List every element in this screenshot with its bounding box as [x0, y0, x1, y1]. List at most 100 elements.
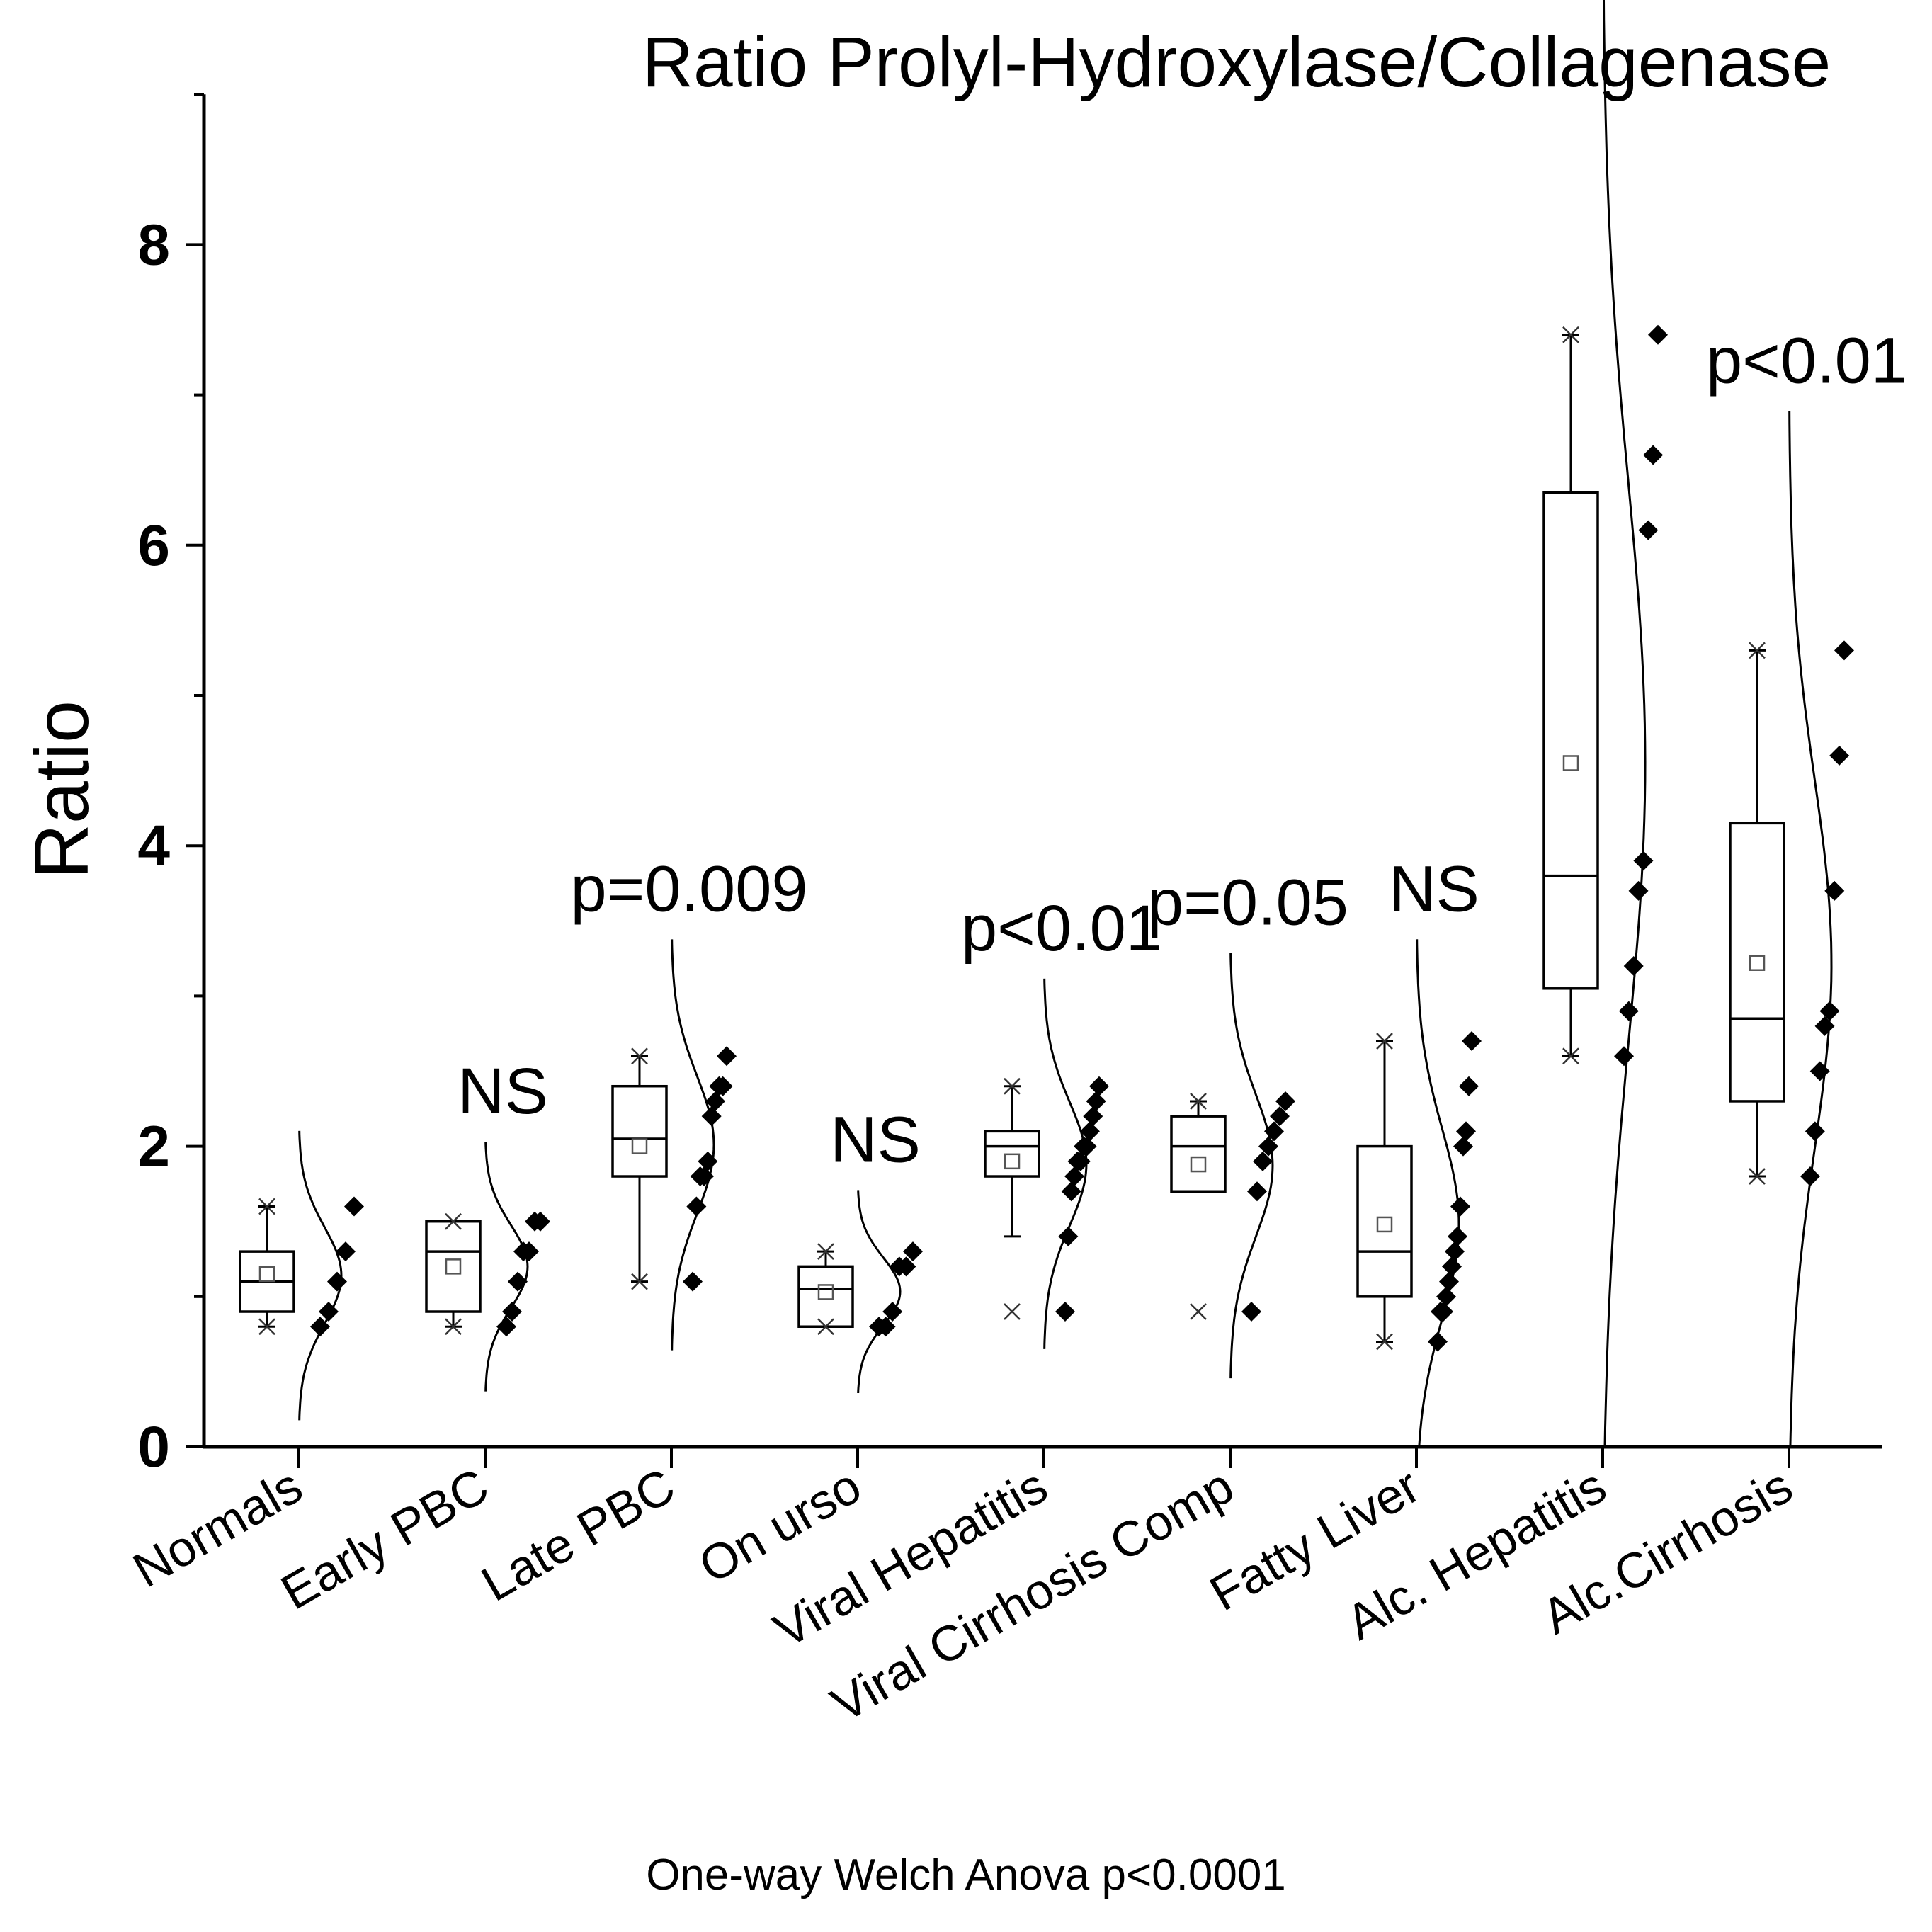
data-point	[1241, 1302, 1261, 1322]
data-point	[1258, 1136, 1278, 1157]
data-point	[1814, 1016, 1835, 1036]
box-mean-marker	[445, 1258, 462, 1275]
box-iqr	[1542, 491, 1599, 990]
max-marker	[1749, 642, 1766, 659]
axes: 0 2 4 6 8	[137, 93, 1882, 1479]
y-tick-label: 6	[137, 513, 170, 578]
data-point	[530, 1211, 550, 1232]
cross-stroke	[258, 1318, 275, 1336]
data-point	[698, 1151, 718, 1171]
distribution-curve	[298, 1130, 343, 1421]
cross-stroke	[1562, 326, 1579, 343]
box-iqr	[1356, 1144, 1413, 1298]
significance-annotation: p=0.009	[570, 853, 807, 925]
data-point	[1436, 1286, 1456, 1307]
significance-annotation: NS	[830, 1103, 921, 1176]
y-axis-label: Ratio	[18, 700, 104, 879]
distribution-curve	[1788, 411, 1833, 1448]
min-marker	[1376, 1333, 1393, 1351]
data-point	[694, 1166, 714, 1187]
max-marker	[1190, 1093, 1207, 1110]
max-marker	[445, 1212, 462, 1230]
box-iqr	[797, 1265, 854, 1328]
group-early-pbc: Early PBC NS	[272, 1055, 550, 1620]
data-point	[1247, 1181, 1267, 1202]
data-point	[1089, 1076, 1109, 1096]
data-point	[1083, 1106, 1103, 1127]
box-mean-marker	[1190, 1156, 1207, 1173]
data-point	[496, 1317, 516, 1337]
data-point	[1061, 1181, 1081, 1202]
data-point	[327, 1271, 347, 1292]
box-mean-marker	[1004, 1153, 1021, 1170]
cross-stroke	[1004, 1303, 1021, 1320]
cross-stroke	[631, 1047, 648, 1065]
data-point	[1450, 1196, 1470, 1217]
data-point	[1064, 1166, 1085, 1187]
cross-stroke	[1190, 1093, 1207, 1110]
x-tick-label: Early PBC	[272, 1457, 498, 1620]
data-point	[1459, 1076, 1479, 1096]
data-point	[1058, 1226, 1079, 1246]
max-marker	[1004, 1077, 1021, 1095]
data-point	[1456, 1121, 1476, 1142]
cross-stroke	[445, 1318, 462, 1336]
max-marker	[631, 1047, 648, 1065]
min-marker	[258, 1318, 275, 1336]
max-marker	[258, 1198, 275, 1215]
data-point	[1264, 1121, 1284, 1142]
y-tick-label: 0	[137, 1415, 170, 1479]
data-point	[1079, 1121, 1100, 1142]
data-point	[1824, 880, 1845, 901]
footnote: One-way Welch Anova p<0.0001	[646, 1851, 1286, 1899]
y-tick-label: 8	[137, 212, 170, 277]
data-point	[1086, 1091, 1106, 1111]
data-point	[1638, 520, 1659, 540]
data-point	[1439, 1271, 1459, 1292]
box-mean-marker	[258, 1266, 275, 1283]
cross-stroke	[1376, 1033, 1393, 1050]
data-point	[1809, 1061, 1830, 1081]
box-iqr	[611, 1084, 668, 1178]
significance-annotation: p<0.01	[1706, 325, 1907, 397]
data-point	[1076, 1136, 1097, 1157]
cross-stroke	[445, 1212, 462, 1230]
y-tick-label: 4	[137, 814, 170, 878]
data-point	[1428, 1331, 1448, 1352]
data-point	[1643, 445, 1664, 465]
data-point	[508, 1271, 528, 1292]
distribution-curve	[1602, 0, 1647, 1448]
data-point	[701, 1106, 722, 1127]
box-iqr	[1170, 1115, 1227, 1193]
data-point	[1805, 1121, 1825, 1142]
data-point	[310, 1317, 330, 1337]
data-point	[1800, 1166, 1820, 1187]
data-point	[1834, 640, 1854, 661]
max-marker	[1376, 1033, 1393, 1050]
chart-title: Ratio Prolyl-Hydroxylase/Collagenase	[642, 23, 1831, 102]
data-point	[336, 1241, 356, 1262]
data-point	[705, 1091, 725, 1111]
cross-stroke	[817, 1243, 834, 1261]
min-marker	[1749, 1168, 1766, 1185]
y-tick-label: 2	[137, 1115, 170, 1179]
data-point	[1448, 1226, 1467, 1246]
data-point	[1055, 1302, 1075, 1322]
data-point	[1275, 1091, 1295, 1111]
box-mean-marker	[1376, 1216, 1393, 1233]
group-late-pbc: Late PBC p=0.009	[472, 853, 808, 1611]
distribution-curve	[857, 1190, 902, 1394]
data-point	[344, 1196, 364, 1217]
data-point	[1633, 851, 1654, 871]
data-point	[1070, 1151, 1091, 1171]
significance-annotation: p=0.05	[1147, 867, 1348, 939]
min-marker	[1190, 1303, 1207, 1320]
data-point	[319, 1302, 339, 1322]
cross-stroke	[631, 1273, 648, 1290]
